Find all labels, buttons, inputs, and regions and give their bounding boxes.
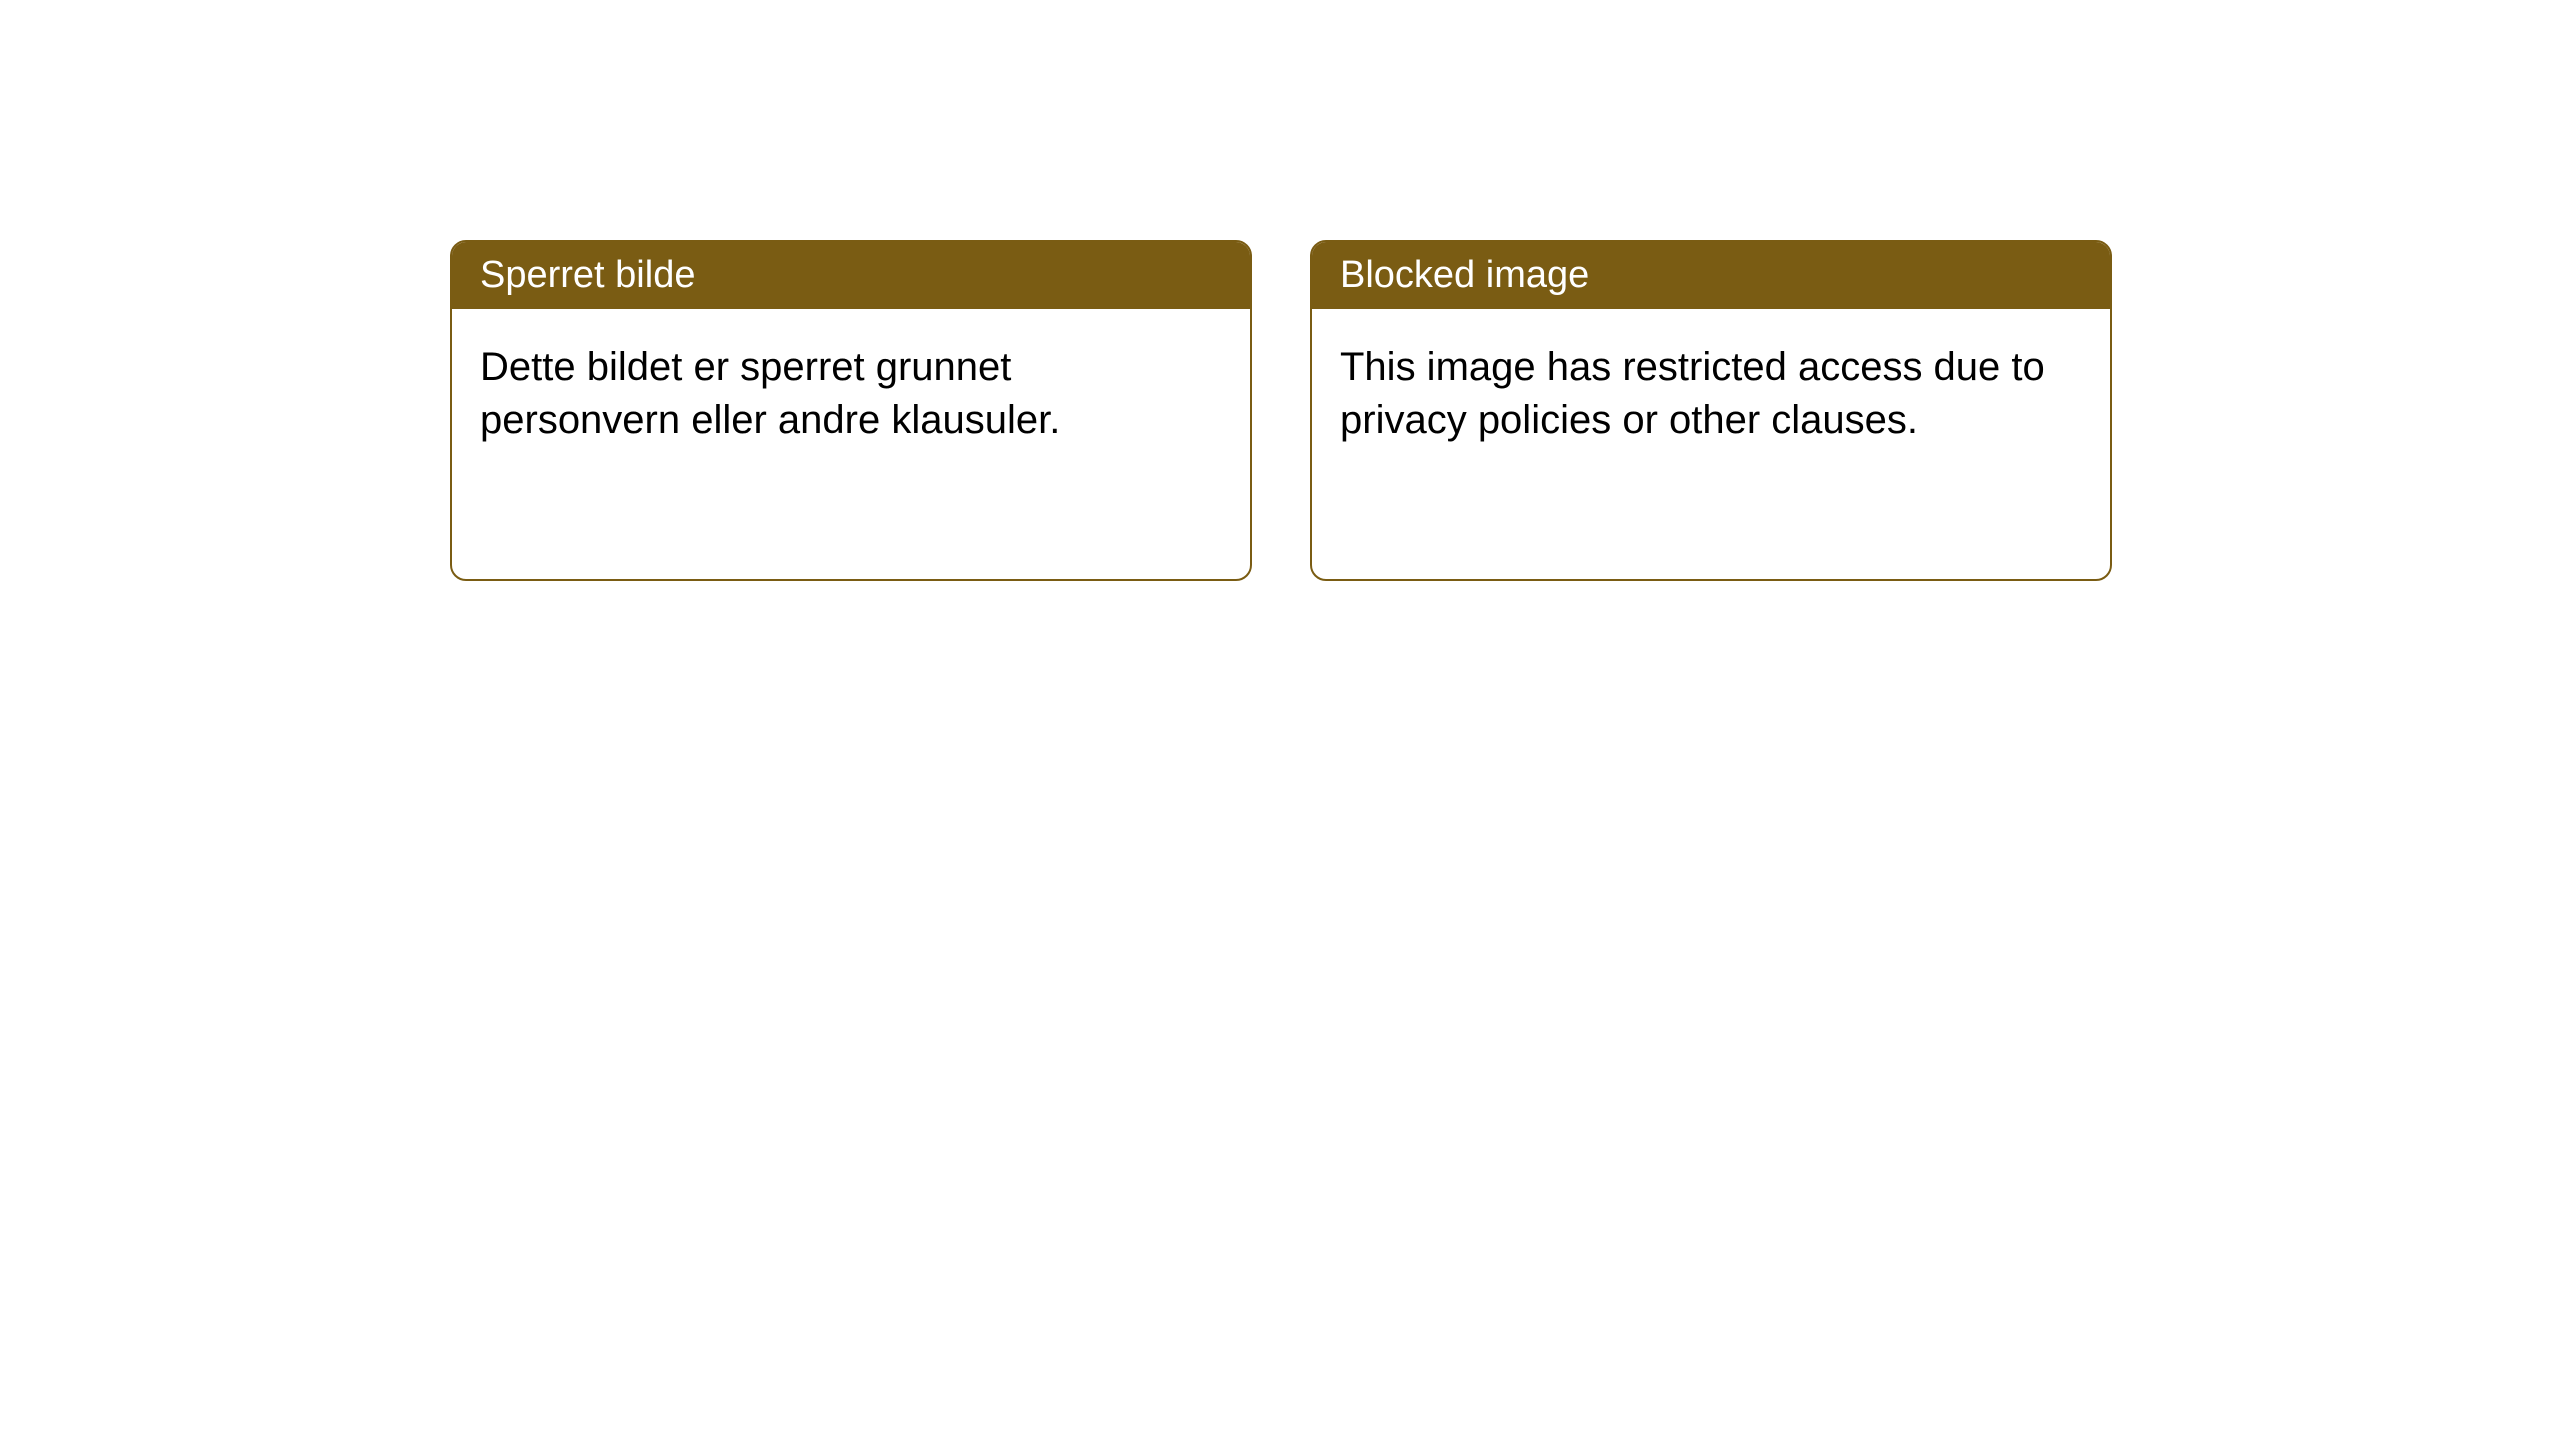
notice-title: Sperret bilde xyxy=(480,254,695,296)
notice-card-norwegian: Sperret bilde Dette bildet er sperret gr… xyxy=(450,240,1252,581)
notice-title: Blocked image xyxy=(1340,254,1589,296)
notice-body-text: Dette bildet er sperret grunnet personve… xyxy=(480,345,1060,442)
notice-card-english: Blocked image This image has restricted … xyxy=(1310,240,2112,581)
notice-cards-container: Sperret bilde Dette bildet er sperret gr… xyxy=(450,240,2112,581)
notice-header: Sperret bilde xyxy=(452,242,1250,309)
notice-body-text: This image has restricted access due to … xyxy=(1340,345,2045,442)
notice-body: This image has restricted access due to … xyxy=(1312,309,2110,579)
notice-header: Blocked image xyxy=(1312,242,2110,309)
notice-body: Dette bildet er sperret grunnet personve… xyxy=(452,309,1250,579)
